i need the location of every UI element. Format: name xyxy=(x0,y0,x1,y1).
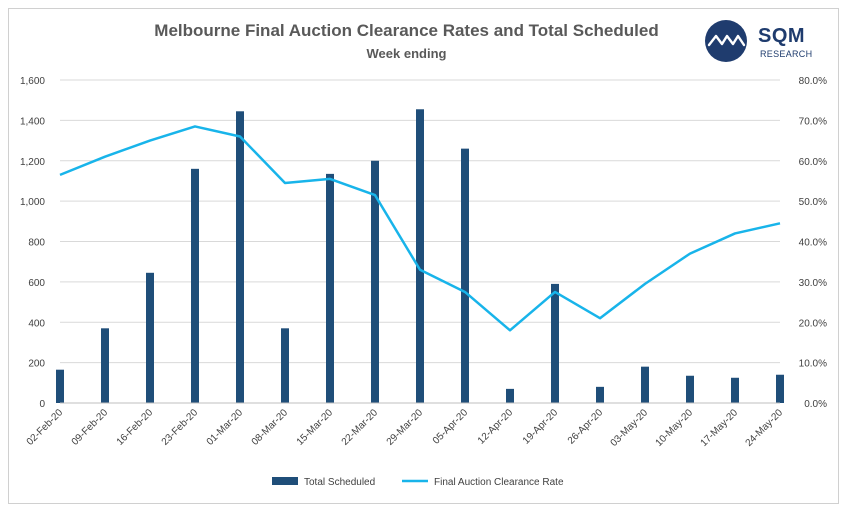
x-tick-label: 03-May-20 xyxy=(609,407,651,449)
y-tick-label: 1,400 xyxy=(20,116,45,127)
y2-tick-label: 30.0% xyxy=(799,278,827,289)
x-tick-label: 09-Feb-20 xyxy=(70,407,111,448)
y2-tick-label: 60.0% xyxy=(799,157,827,168)
y-axis-left: 0 200 400 600 800 1,000 1,200 1,400 1,600 xyxy=(20,76,45,410)
y-tick-label: 200 xyxy=(28,359,45,370)
logo-subtext: RESEARCH xyxy=(760,49,813,59)
bar-total-scheduled xyxy=(326,173,334,403)
bar-total-scheduled xyxy=(416,109,424,403)
y2-tick-label: 0.0% xyxy=(804,399,827,410)
x-axis: 02-Feb-20 09-Feb-20 16-Feb-20 23-Feb-20 01-M… xyxy=(25,402,786,449)
line-series xyxy=(59,125,781,332)
bar-total-scheduled xyxy=(236,111,244,404)
y-tick-label: 1,000 xyxy=(20,197,45,208)
y-tick-label: 1,600 xyxy=(20,76,45,87)
bar-total-scheduled xyxy=(686,375,694,403)
x-tick-label: 19-Apr-20 xyxy=(521,407,561,447)
x-tick-label: 23-Feb-20 xyxy=(160,407,201,448)
bar-total-scheduled xyxy=(506,388,514,403)
bar-total-scheduled xyxy=(596,386,604,403)
y-tick-label: 1,200 xyxy=(20,157,45,168)
x-tick-label: 16-Feb-20 xyxy=(115,407,156,448)
x-tick-label: 17-May-20 xyxy=(699,407,741,449)
bar-total-scheduled xyxy=(371,160,379,403)
logo-brand: SQM xyxy=(758,25,806,47)
bar-total-scheduled xyxy=(146,272,154,403)
legend-label-total-scheduled: Total Scheduled xyxy=(304,477,375,488)
x-tick-label: 12-Apr-20 xyxy=(476,407,516,447)
bar-total-scheduled xyxy=(461,148,469,403)
bar-total-scheduled xyxy=(551,283,559,403)
y-axis-right: 0.0% 10.0% 20.0% 30.0% 40.0% 50.0% 60.0% 70.0% 8… xyxy=(799,76,827,410)
x-tick-label: 02-Feb-20 xyxy=(25,407,66,448)
x-tick-label: 10-May-20 xyxy=(654,407,696,449)
legend-label-clearance-rate: Final Auction Clearance Rate xyxy=(434,477,564,488)
bar-total-scheduled xyxy=(281,328,289,403)
y2-tick-label: 70.0% xyxy=(799,116,827,127)
x-tick-label: 15-Mar-20 xyxy=(295,407,336,448)
x-tick-label: 05-Apr-20 xyxy=(431,407,471,447)
y-tick-label: 400 xyxy=(28,318,45,329)
x-tick-label: 01-Mar-20 xyxy=(205,407,246,448)
y-tick-label: 0 xyxy=(39,399,45,410)
x-tick-label: 22-Mar-20 xyxy=(340,407,381,448)
bar-total-scheduled xyxy=(56,369,64,403)
chart-subtitle: Week ending xyxy=(366,46,447,61)
legend-swatch-bar xyxy=(272,477,298,485)
bar-total-scheduled xyxy=(641,366,649,403)
bar-total-scheduled xyxy=(776,374,784,403)
chart-title: Melbourne Final Auction Clearance Rates … xyxy=(154,21,659,40)
sqm-logo: SQM RESEARCH xyxy=(704,19,824,65)
y2-tick-label: 10.0% xyxy=(799,359,827,370)
y2-tick-label: 80.0% xyxy=(799,76,827,87)
bar-series xyxy=(56,109,784,404)
y2-tick-label: 20.0% xyxy=(799,318,827,329)
legend: Total Scheduled Final Auction Clearance R… xyxy=(272,477,564,488)
sqm-wave-icon xyxy=(705,20,747,62)
bar-total-scheduled xyxy=(731,377,739,403)
bar-total-scheduled xyxy=(191,168,199,403)
x-tick-label: 26-Apr-20 xyxy=(566,407,606,447)
x-tick-label: 29-Mar-20 xyxy=(385,407,426,448)
y-tick-label: 600 xyxy=(28,278,45,289)
x-tick-label: 08-Mar-20 xyxy=(250,407,291,448)
bar-total-scheduled xyxy=(101,328,109,403)
y2-tick-label: 50.0% xyxy=(799,197,827,208)
y2-tick-label: 40.0% xyxy=(799,238,827,249)
x-tick-label: 24-May-20 xyxy=(744,407,786,449)
y-tick-label: 800 xyxy=(28,238,45,249)
